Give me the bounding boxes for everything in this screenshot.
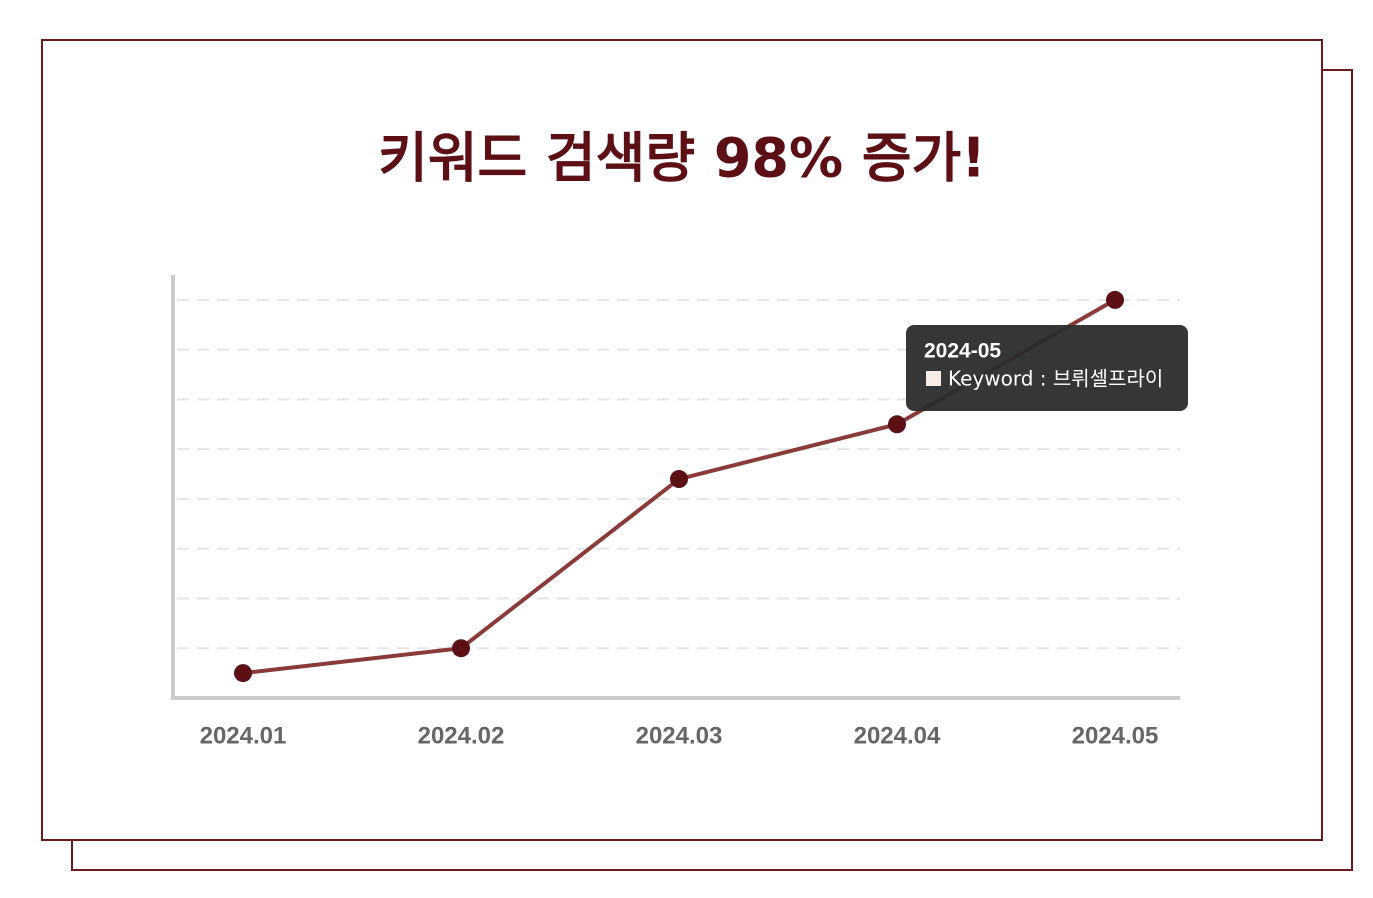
point xyxy=(452,639,470,658)
x-tick-label: 2024.03 xyxy=(636,722,723,749)
x-tick-label: 2024.04 xyxy=(854,722,941,749)
x-tick-label: 2024.01 xyxy=(200,722,287,749)
tooltip xyxy=(906,325,1188,411)
point xyxy=(1106,290,1124,309)
chart-title: 키워드 검색량 98% 증가! xyxy=(378,127,986,190)
tooltip-swatch xyxy=(926,371,941,386)
tooltip-title: 2024-05 xyxy=(924,340,1001,363)
front-card xyxy=(41,39,1323,841)
point xyxy=(234,664,252,683)
point xyxy=(888,415,906,434)
x-tick-label: 2024.02 xyxy=(418,722,505,749)
x-tick-label: 2024.05 xyxy=(1072,722,1159,749)
tooltip-label: Keyword : 브뤼셀프라이 xyxy=(948,367,1163,391)
point xyxy=(670,470,688,489)
